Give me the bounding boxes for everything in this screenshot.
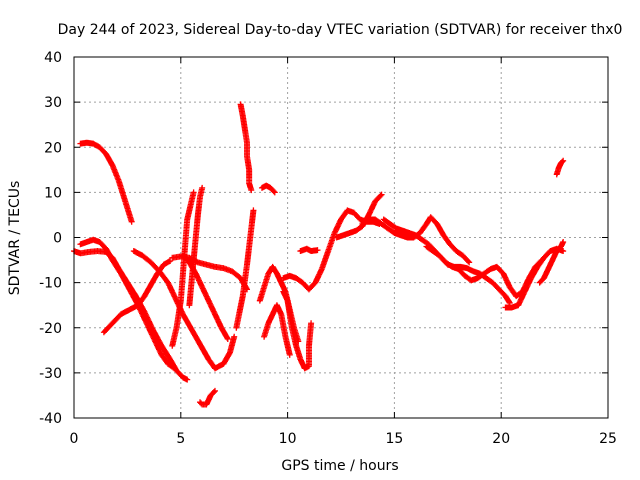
series-arc-x	[536, 239, 567, 286]
plus-markers-arc-d	[100, 257, 174, 336]
series-arc-k	[237, 101, 255, 194]
y-tick-label: 0	[53, 231, 62, 247]
y-axis-title: SDTVAR / TECUs	[7, 181, 23, 296]
x-tick-label: 15	[385, 431, 403, 447]
plus-markers-arc-e	[130, 248, 238, 372]
series-arc-d	[100, 257, 174, 336]
plus-markers-arc-u	[359, 214, 473, 266]
plot-frame	[73, 56, 609, 419]
x-tick-label: 5	[176, 431, 185, 447]
axis-ticks: 0 5 10 15 20 25 -40 -30 -20 -10 0 10 20 30 40	[39, 50, 617, 447]
y-tick-label: 30	[44, 95, 62, 111]
series-arc-e	[130, 248, 238, 372]
series-arc-m	[258, 182, 278, 196]
plus-markers-arc-o	[261, 302, 293, 358]
y-tick-label: -30	[39, 366, 62, 382]
y-tick-label: 20	[44, 140, 62, 156]
plus-markers-arc-i	[186, 184, 206, 309]
plus-markers-arc-c	[77, 236, 178, 372]
series-arc-u	[359, 214, 473, 266]
series-arc-i	[186, 184, 206, 309]
data-points	[71, 101, 567, 408]
plus-markers-arc-w	[502, 245, 567, 311]
plus-markers-arc-h	[169, 189, 197, 349]
plus-markers-arc-m	[258, 182, 278, 196]
y-tick-label: 40	[44, 50, 62, 66]
plus-markers-arc-x	[536, 239, 567, 286]
series-arc-b	[71, 248, 191, 383]
x-tick-label: 10	[279, 431, 297, 447]
series-arc-a	[77, 139, 135, 225]
plus-markers-arc-l	[233, 207, 257, 331]
series-arc-h	[169, 189, 197, 349]
plus-markers-arc-a	[77, 139, 135, 225]
x-tick-label: 25	[599, 431, 617, 447]
y-tick-label: -10	[39, 276, 62, 292]
series-arc-l	[233, 207, 257, 331]
series-arc-c	[77, 236, 178, 372]
plus-markers-arc-k	[237, 101, 255, 194]
x-tick-label: 20	[492, 431, 510, 447]
plus-markers-arc-y	[553, 157, 567, 178]
x-axis-title: GPS time / hours	[281, 458, 398, 474]
y-tick-label: -20	[39, 321, 62, 337]
series-arc-j	[197, 387, 218, 408]
plus-markers-arc-p	[280, 288, 315, 372]
y-tick-label: 10	[44, 185, 62, 201]
series-arc-p	[280, 288, 315, 372]
plus-markers-arc-j	[197, 387, 218, 408]
series-arc-w	[502, 245, 567, 311]
plus-markers-arc-r	[297, 245, 321, 255]
series-arc-o	[261, 302, 293, 358]
plus-markers-arc-b	[71, 248, 191, 383]
x-tick-label: 0	[70, 431, 79, 447]
y-tick-label: -40	[39, 411, 62, 427]
series-arc-y	[553, 157, 567, 178]
series-arc-r	[297, 245, 321, 255]
chart-title: Day 244 of 2023, Sidereal Day-to-day VTE…	[58, 22, 623, 38]
